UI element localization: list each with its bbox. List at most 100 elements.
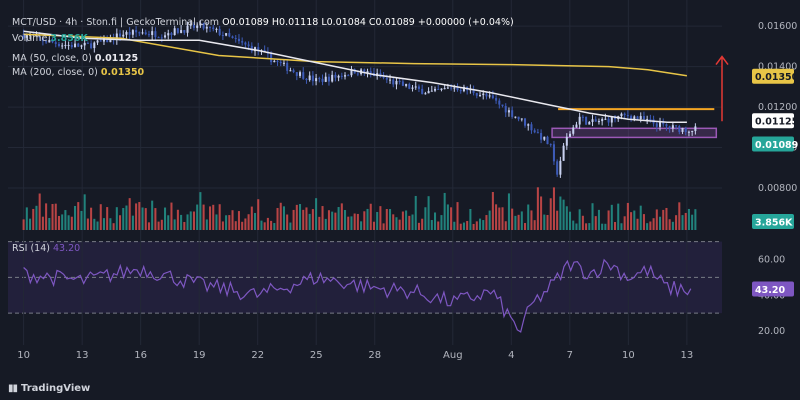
volume-bar [617, 203, 620, 230]
candle-body [678, 126, 681, 132]
volume-bar [623, 216, 626, 230]
badge-rsi: 43.20 [752, 281, 794, 297]
volume-bar [411, 214, 414, 230]
candle-body [649, 119, 652, 121]
candle-body [93, 42, 96, 49]
volume-bar [344, 210, 347, 230]
candle-body [32, 34, 35, 36]
volume-bar [327, 210, 330, 230]
rsi-path [23, 258, 692, 333]
volume-bar [588, 223, 591, 230]
volume-bar [80, 210, 83, 230]
legend-ma200-label: MA (200, close, 0) [12, 67, 98, 78]
candle-body [131, 30, 134, 35]
volume-bar [228, 215, 231, 230]
candle-body [241, 41, 244, 43]
volume-bar [109, 218, 112, 230]
candle-body [414, 86, 417, 88]
candle-body [491, 95, 494, 99]
candle-body [299, 72, 302, 76]
axes: 0.016000.014000.012000.010000.008000.013… [17, 21, 798, 361]
volume-bar [77, 202, 80, 230]
volume-bar [67, 215, 70, 230]
candle-body [395, 80, 398, 85]
volume-bar [106, 207, 109, 230]
candle-body [135, 30, 138, 33]
candle-body [562, 145, 565, 161]
candle-body [385, 77, 388, 80]
volume-bar [655, 209, 658, 230]
legend-interval: 4h [65, 17, 78, 28]
candle-body [533, 130, 536, 133]
candle-body [86, 42, 89, 44]
candle-body [591, 119, 594, 122]
candle-body [292, 70, 295, 73]
volume-bar [250, 206, 253, 230]
badge-ma50-bg [752, 113, 794, 129]
candle-body [80, 45, 83, 47]
tradingview-logo[interactable]: ▮▮ TradingView [8, 383, 90, 394]
volume-bar [119, 215, 122, 230]
volume-bar [498, 207, 501, 230]
candle-body [270, 53, 273, 63]
candle-body [488, 95, 491, 97]
candle-body [215, 28, 218, 30]
candle-body [35, 35, 38, 37]
volume-bar [347, 216, 350, 230]
volume-bar [691, 214, 694, 230]
volume-bar [649, 221, 652, 230]
volume-bar [540, 196, 543, 230]
candle-body [479, 95, 482, 97]
volume-bar [289, 222, 292, 230]
candle-body [687, 131, 690, 133]
candle-body [437, 88, 440, 90]
candle-body [495, 98, 498, 101]
candle-body [552, 144, 555, 162]
candle-body [196, 25, 199, 28]
legend-ma50: MA (50, close, 0) 0.01125 [12, 52, 138, 65]
candle-body [29, 34, 32, 36]
volume-bar [257, 199, 260, 230]
candle-body [128, 32, 131, 35]
candle-body [122, 34, 125, 37]
volume-bar [549, 198, 552, 230]
rsi-tick-label: 60.00 [758, 254, 785, 265]
candle-body [257, 47, 260, 52]
volume-bar [318, 216, 321, 230]
time-tick-label: 10 [17, 350, 30, 361]
volume-bar [151, 200, 154, 230]
volume-bar [32, 208, 35, 230]
legend-ma200: MA (200, close, 0) 0.01350 [12, 66, 144, 79]
candle-body [125, 32, 128, 35]
candle-body [382, 76, 385, 78]
candle-body [681, 127, 684, 132]
candle-body [604, 118, 607, 120]
candle-body [38, 35, 41, 38]
volume-bar [369, 203, 372, 230]
ma200-line [23, 33, 688, 77]
legend-ohlc: O0.01089 H0.01118 L0.01084 C0.01089 +0.0… [222, 17, 514, 28]
badge-volume-text: 3.856K [755, 218, 793, 229]
volume-bar [379, 206, 382, 230]
candle-body [189, 24, 192, 26]
badge-volume: 3.856K [752, 214, 794, 229]
candle-body [356, 73, 359, 75]
candle-body [160, 37, 163, 39]
time-tick-label: 13 [681, 350, 694, 361]
moving-averages [23, 30, 688, 123]
volume-bar [668, 219, 671, 230]
volume-bar [160, 219, 163, 230]
candle-body [83, 42, 86, 46]
price-tick-label: 0.01600 [758, 21, 797, 32]
candle-body [221, 34, 224, 36]
candle-body [392, 79, 395, 85]
candle-body [620, 113, 623, 117]
candle-body [263, 50, 266, 52]
volume-bar [35, 205, 38, 230]
candle-body [408, 84, 411, 89]
candle-body [421, 88, 424, 94]
volume-bar [90, 207, 93, 230]
candle-body [22, 34, 25, 38]
volume-bar [491, 192, 494, 230]
candle-body [662, 122, 665, 125]
